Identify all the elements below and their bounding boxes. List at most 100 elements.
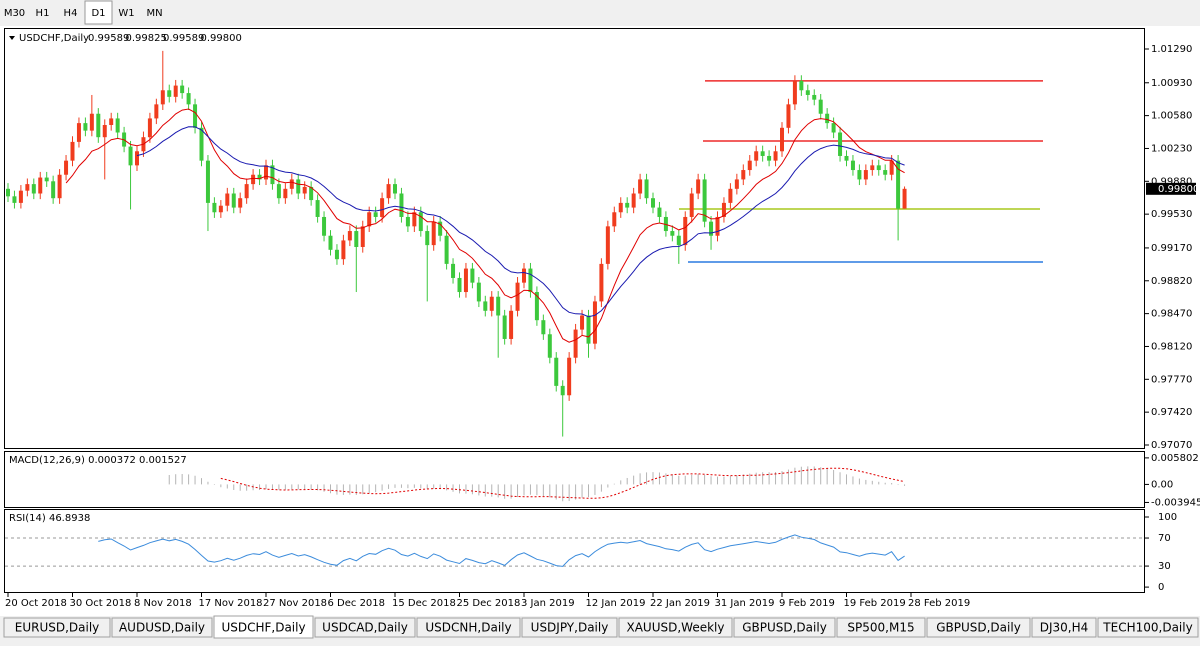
candle-body [38, 177, 43, 194]
candle-body [747, 160, 752, 171]
candle-body [102, 124, 107, 138]
timeframe-label[interactable]: H1 [36, 8, 50, 19]
chart-tab[interactable] [1031, 617, 1097, 638]
candle-body [289, 179, 294, 189]
candle-body [534, 292, 539, 321]
timeframe-label[interactable]: M30 [4, 8, 25, 19]
chart-tab[interactable] [836, 617, 926, 638]
chart-tab[interactable] [213, 615, 314, 639]
main-panel [4, 28, 1145, 449]
timeframe-button[interactable] [141, 1, 168, 24]
candle-body [334, 249, 339, 260]
candle-body [767, 155, 772, 161]
chart-tab[interactable] [111, 617, 213, 638]
x-tick-label: 12 Jan 2019 [586, 598, 646, 609]
candle-body [470, 268, 475, 283]
candle-body [709, 221, 714, 236]
rsi-label: RSI(14) 46.8938 [9, 513, 90, 524]
candle-body [135, 151, 139, 166]
candle-body [231, 193, 236, 208]
price-marker [1146, 182, 1196, 195]
candle-body [44, 177, 49, 182]
candle-body [638, 179, 643, 194]
candle-body [850, 160, 855, 171]
candle-body [728, 188, 733, 203]
timeframe-button[interactable] [57, 1, 84, 24]
collapse-arrow[interactable] [9, 36, 15, 40]
chart-tab-label[interactable]: USDCNH,Daily [425, 621, 511, 635]
chart-tab-label[interactable]: SP500,M15 [847, 621, 914, 635]
candle-body [883, 170, 888, 175]
moving-average [136, 126, 905, 318]
chart-tab[interactable] [416, 617, 521, 638]
candle-body [509, 310, 514, 339]
chart-tab-label[interactable]: GBPUSD,Daily [742, 621, 827, 635]
candle-body [721, 202, 726, 217]
candle-body [676, 235, 681, 246]
chart-tab[interactable] [618, 617, 733, 638]
candle-body [741, 170, 746, 180]
y-tick-label: -0.003945 [1151, 497, 1200, 508]
y-tick-label: 30 [1158, 561, 1171, 572]
rsi-line [98, 534, 905, 567]
chart-tab[interactable] [3, 617, 111, 638]
candle-body [734, 179, 739, 189]
candle-body [12, 196, 17, 203]
candle-body [838, 132, 843, 156]
candle-body [792, 80, 797, 105]
candle-body [64, 160, 69, 175]
candle-body [89, 113, 94, 131]
candle-body [489, 296, 494, 311]
chart-tab[interactable] [733, 617, 836, 638]
x-tick-label: 27 Nov 2018 [263, 598, 327, 609]
y-tick-label: 0.99170 [1151, 243, 1192, 254]
timeframe-label[interactable]: MN [146, 8, 162, 19]
chart-tab-label[interactable]: EURUSD,Daily [15, 621, 100, 635]
candle-body [393, 184, 397, 194]
chart-tab[interactable] [521, 617, 618, 638]
candle-body [405, 216, 410, 227]
x-tick-label: 20 Oct 2018 [5, 598, 67, 609]
timeframe-button[interactable] [29, 1, 56, 24]
candle-body [347, 231, 352, 241]
candle-body [425, 231, 430, 246]
rsi-panel [4, 509, 1145, 593]
chart-tab-label[interactable]: DJ30,H4 [1040, 621, 1089, 635]
chart-tab[interactable] [314, 617, 416, 638]
candle-body [670, 231, 675, 236]
chart-tab-label[interactable]: AUDUSD,Daily [119, 621, 205, 635]
candle-body [380, 198, 385, 217]
candle-body [386, 184, 391, 199]
candle-body [341, 240, 346, 260]
candle-body [193, 104, 198, 128]
chart-tab-label[interactable]: GBPUSD,Daily [936, 621, 1021, 635]
candle-body [618, 202, 623, 213]
candle-body [328, 235, 333, 250]
timeframe-label[interactable]: H4 [64, 8, 78, 19]
chart-tab-label[interactable]: USDJPY,Daily [531, 621, 609, 635]
candle-body [205, 160, 210, 203]
chart-tab-label[interactable]: USDCHF,Daily [221, 621, 305, 635]
candle-body [302, 186, 307, 194]
chart-tab-label[interactable]: XAUUSD,Weekly [627, 621, 725, 635]
candle-body [31, 184, 36, 194]
candle-body [270, 165, 275, 185]
chart-tab[interactable] [1097, 617, 1199, 638]
timeframe-button[interactable] [84, 0, 113, 25]
timeframe-label[interactable]: W1 [118, 8, 134, 19]
x-tick-label: 3 Jan 2019 [521, 598, 575, 609]
header-value: 0.99589 [88, 33, 129, 44]
chart-tab-label[interactable]: TECH100,Daily [1102, 621, 1192, 635]
timeframe-button[interactable] [1, 1, 28, 24]
candle-body [186, 93, 191, 105]
y-tick-label: 0.97770 [1151, 374, 1192, 385]
chart-tab[interactable] [926, 617, 1031, 638]
timeframe-label[interactable]: D1 [91, 8, 105, 19]
candle-body [702, 179, 707, 222]
candle-body [212, 202, 217, 213]
candle-body [438, 221, 443, 236]
timeframe-button[interactable] [113, 1, 140, 24]
candle-body [547, 334, 552, 358]
chart-tab-label[interactable]: USDCAD,Daily [322, 621, 408, 635]
